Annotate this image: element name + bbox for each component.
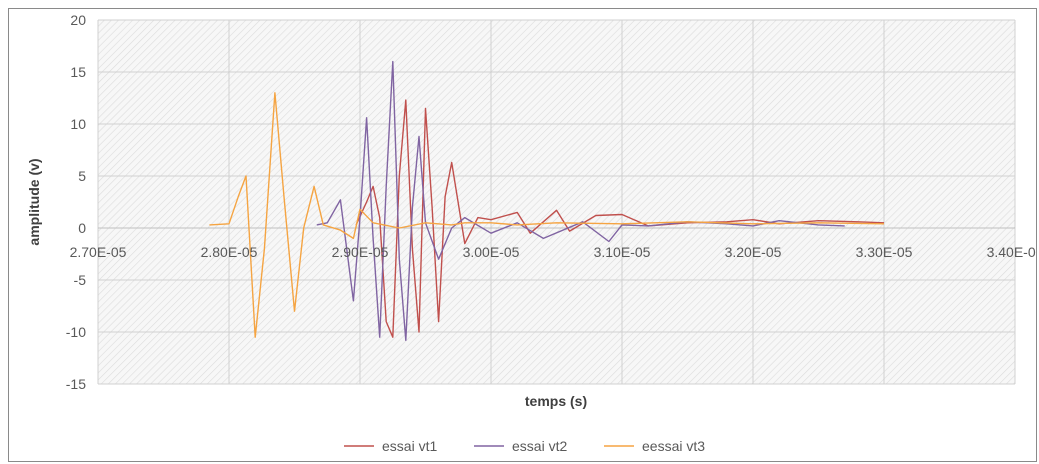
tick-labels: -15 -10 -5 0 5 10 15 20 2.70E-05 2.80E-05 2.90E-05…: [66, 12, 1036, 392]
y-tick-label: -5: [74, 272, 87, 288]
y-tick-label: 20: [70, 12, 86, 28]
x-tick-label: 3.00E-05: [463, 244, 520, 260]
chart-frame: -15 -10 -5 0 5 10 15 20 2.70E-05 2.80E-05 2.90E-05…: [8, 8, 1037, 462]
y-axis-title: amplitude (v): [26, 158, 42, 245]
line-chart: -15 -10 -5 0 5 10 15 20 2.70E-05 2.80E-05 2.90E-05…: [26, 12, 1036, 454]
legend-label: eessai vt3: [642, 438, 705, 454]
series-lines: [209, 60, 885, 341]
series-line-3: [209, 92, 885, 338]
x-tick-label: 3.10E-05: [594, 244, 651, 260]
plot-area: [98, 20, 1015, 384]
legend-label: essai vt1: [382, 438, 437, 454]
series-line-1: [355, 99, 885, 338]
y-tick-label: 5: [78, 168, 86, 184]
x-tick-label: 2.90E-05: [332, 244, 389, 260]
x-axis-title: temps (s): [525, 393, 587, 409]
x-tick-label: 2.80E-05: [201, 244, 258, 260]
y-tick-label: 15: [70, 64, 86, 80]
x-tick-label: 2.70E-05: [70, 244, 127, 260]
y-tick-label: 10: [70, 116, 86, 132]
legend: essai vt1 essai vt2 eessai vt3: [344, 438, 705, 454]
y-tick-label: -10: [66, 324, 86, 340]
x-tick-label: 3.30E-05: [856, 244, 913, 260]
x-tick-label: 3.20E-05: [725, 244, 782, 260]
legend-label: essai vt2: [512, 438, 567, 454]
y-tick-label: 0: [78, 220, 86, 236]
y-tick-label: -15: [66, 376, 86, 392]
x-tick-label: 3.40E-05: [987, 244, 1036, 260]
